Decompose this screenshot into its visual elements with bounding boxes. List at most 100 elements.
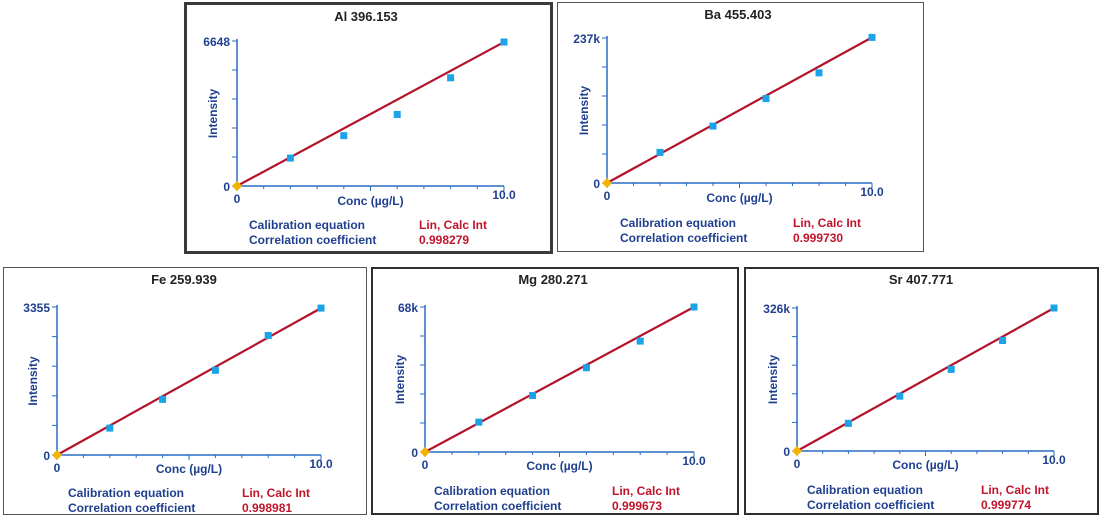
calibration-chart-mg: Mg 280.271 0 68k 0 10.0 Conc (µg/L) Intensity C…	[393, 272, 706, 513]
data-point	[582, 364, 590, 372]
chart-panel-al: Al 396.153 0 6648 0 10.0 Conc (µg/L) Intensity…	[184, 2, 553, 254]
chart-panel-ba: Ba 455.403 0 237k 0 10.0 Conc (µg/L) Intensity…	[557, 2, 924, 252]
data-point	[500, 38, 508, 46]
calibration-equation-label: Calibration equation	[249, 218, 365, 232]
correlation-coefficient-label: Correlation coefficient	[249, 233, 376, 247]
correlation-coefficient-value: 0.998279	[419, 233, 469, 247]
y-tick-label: 0	[411, 446, 418, 460]
correlation-coefficient-label: Correlation coefficient	[68, 501, 195, 515]
y-axis-label: Intensity	[577, 86, 591, 136]
origin-point	[420, 447, 430, 457]
data-point	[815, 69, 823, 77]
origin-point	[602, 178, 612, 188]
calibration-chart-sr: Sr 407.771 0 326k 0 10.0 Conc (µg/L) Intensity…	[763, 272, 1066, 512]
data-point	[947, 365, 955, 373]
x-tick-label: 10.0	[682, 454, 706, 468]
chart-title: Mg 280.271	[518, 272, 587, 287]
data-point	[159, 395, 167, 403]
chart-panel-sr: Sr 407.771 0 326k 0 10.0 Conc (µg/L) Intensity…	[744, 267, 1099, 515]
y-tick-label: 68k	[398, 301, 418, 315]
correlation-coefficient-value: 0.999673	[612, 499, 662, 513]
calibration-equation-value: Lin, Calc Int	[612, 484, 680, 498]
calibration-equation-value: Lin, Calc Int	[981, 483, 1049, 497]
y-tick-label: 0	[223, 180, 230, 194]
chart-title: Fe 259.939	[151, 272, 217, 287]
data-point	[896, 392, 904, 400]
y-tick-label: 0	[783, 445, 790, 459]
data-point	[529, 391, 537, 399]
calibration-chart-al: Al 396.153 0 6648 0 10.0 Conc (µg/L) Intensity…	[203, 9, 516, 247]
x-tick-label: 10.0	[860, 185, 884, 199]
data-point	[264, 331, 272, 339]
chart-title: Ba 455.403	[704, 7, 771, 22]
correlation-coefficient-label: Correlation coefficient	[434, 499, 561, 513]
y-tick-label: 0	[593, 177, 600, 191]
chart-panel-fe: Fe 259.939 0 3355 0 10.0 Conc (µg/L) Intensity…	[3, 267, 367, 515]
data-point	[762, 95, 770, 103]
x-tick-label: 10.0	[492, 188, 516, 202]
data-point	[709, 122, 717, 130]
y-axis-label: Intensity	[766, 355, 780, 405]
origin-point	[52, 450, 62, 460]
calibration-fit-line	[56, 307, 322, 456]
y-tick-label: 0	[43, 449, 50, 463]
calibration-equation-label: Calibration equation	[807, 483, 923, 497]
correlation-coefficient-label: Correlation coefficient	[620, 231, 747, 245]
y-axis-label: Intensity	[26, 356, 40, 406]
data-point	[656, 148, 664, 156]
x-axis-label: Conc (µg/L)	[706, 191, 772, 205]
y-axis-label: Intensity	[206, 89, 220, 139]
y-tick-label: 6648	[203, 35, 230, 49]
chart-title: Al 396.153	[334, 9, 398, 24]
correlation-coefficient-value: 0.999774	[981, 498, 1031, 512]
data-point	[340, 132, 348, 140]
x-tick-label: 10.0	[309, 457, 333, 471]
data-point	[868, 33, 876, 41]
data-point	[475, 418, 483, 426]
x-axis-label: Conc (µg/L)	[156, 462, 222, 476]
calibration-chart-ba: Ba 455.403 0 237k 0 10.0 Conc (µg/L) Intensity…	[573, 7, 884, 245]
origin-point	[792, 446, 802, 456]
x-tick-label: 0	[604, 189, 611, 203]
x-tick-label: 0	[234, 192, 241, 206]
x-axis-label: Conc (µg/L)	[526, 459, 592, 473]
data-point	[447, 74, 455, 82]
x-tick-label: 10.0	[1042, 453, 1066, 467]
data-point	[106, 424, 114, 432]
data-point	[211, 366, 219, 374]
data-point	[844, 419, 852, 427]
correlation-coefficient-label: Correlation coefficient	[807, 498, 934, 512]
data-point	[636, 337, 644, 345]
chart-title: Sr 407.771	[889, 272, 953, 287]
calibration-fit-line	[796, 307, 1055, 452]
correlation-coefficient-value: 0.998981	[242, 501, 292, 515]
y-tick-label: 3355	[23, 301, 50, 315]
x-tick-label: 0	[54, 461, 61, 475]
data-point	[286, 154, 294, 162]
calibration-equation-value: Lin, Calc Int	[793, 216, 861, 230]
calibration-fit-line	[606, 36, 873, 184]
y-tick-label: 237k	[573, 32, 600, 46]
x-tick-label: 0	[794, 457, 801, 471]
x-axis-label: Conc (µg/L)	[337, 194, 403, 208]
calibration-chart-fe: Fe 259.939 0 3355 0 10.0 Conc (µg/L) Intensity…	[23, 272, 333, 515]
chart-panel-mg: Mg 280.271 0 68k 0 10.0 Conc (µg/L) Intensity C…	[371, 267, 739, 515]
data-point	[1050, 304, 1058, 312]
calibration-equation-value: Lin, Calc Int	[419, 218, 487, 232]
origin-point	[232, 181, 242, 191]
calibration-equation-label: Calibration equation	[620, 216, 736, 230]
x-axis-label: Conc (µg/L)	[892, 458, 958, 472]
data-point	[317, 304, 325, 312]
calibration-equation-label: Calibration equation	[434, 484, 550, 498]
calibration-fit-line	[424, 306, 695, 453]
calibration-equation-value: Lin, Calc Int	[242, 486, 310, 500]
data-point	[690, 303, 698, 311]
data-point	[999, 336, 1007, 344]
calibration-equation-label: Calibration equation	[68, 486, 184, 500]
y-axis-label: Intensity	[393, 355, 407, 405]
y-tick-label: 326k	[763, 302, 790, 316]
x-tick-label: 0	[422, 458, 429, 472]
calibration-fit-line	[236, 41, 505, 187]
correlation-coefficient-value: 0.999730	[793, 231, 843, 245]
data-point	[393, 110, 401, 118]
